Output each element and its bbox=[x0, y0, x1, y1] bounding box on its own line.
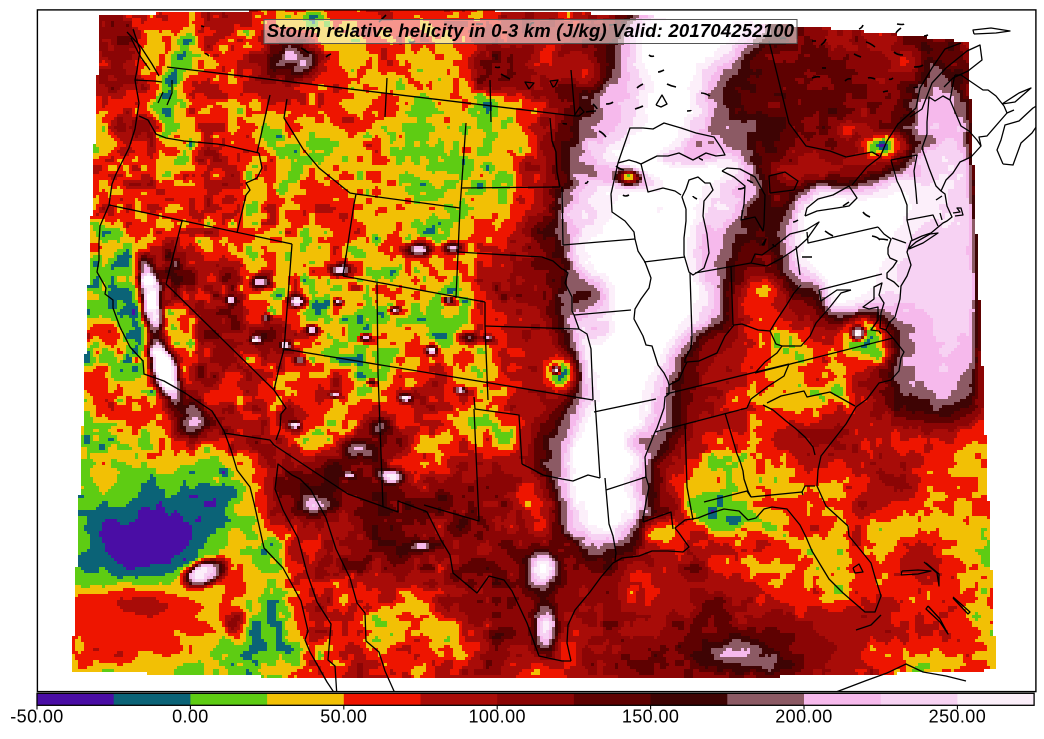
svg-text:100.00: 100.00 bbox=[468, 707, 525, 727]
svg-text:Storm relative helicity in 0-3: Storm relative helicity in 0-3 km (J/kg)… bbox=[267, 20, 795, 41]
svg-text:250.00: 250.00 bbox=[929, 707, 986, 727]
svg-text:150.00: 150.00 bbox=[622, 707, 679, 727]
svg-text:50.00: 50.00 bbox=[320, 707, 367, 727]
svg-text:0.00: 0.00 bbox=[172, 707, 209, 727]
svg-text:-50.00: -50.00 bbox=[10, 707, 63, 727]
svg-text:200.00: 200.00 bbox=[775, 707, 832, 727]
